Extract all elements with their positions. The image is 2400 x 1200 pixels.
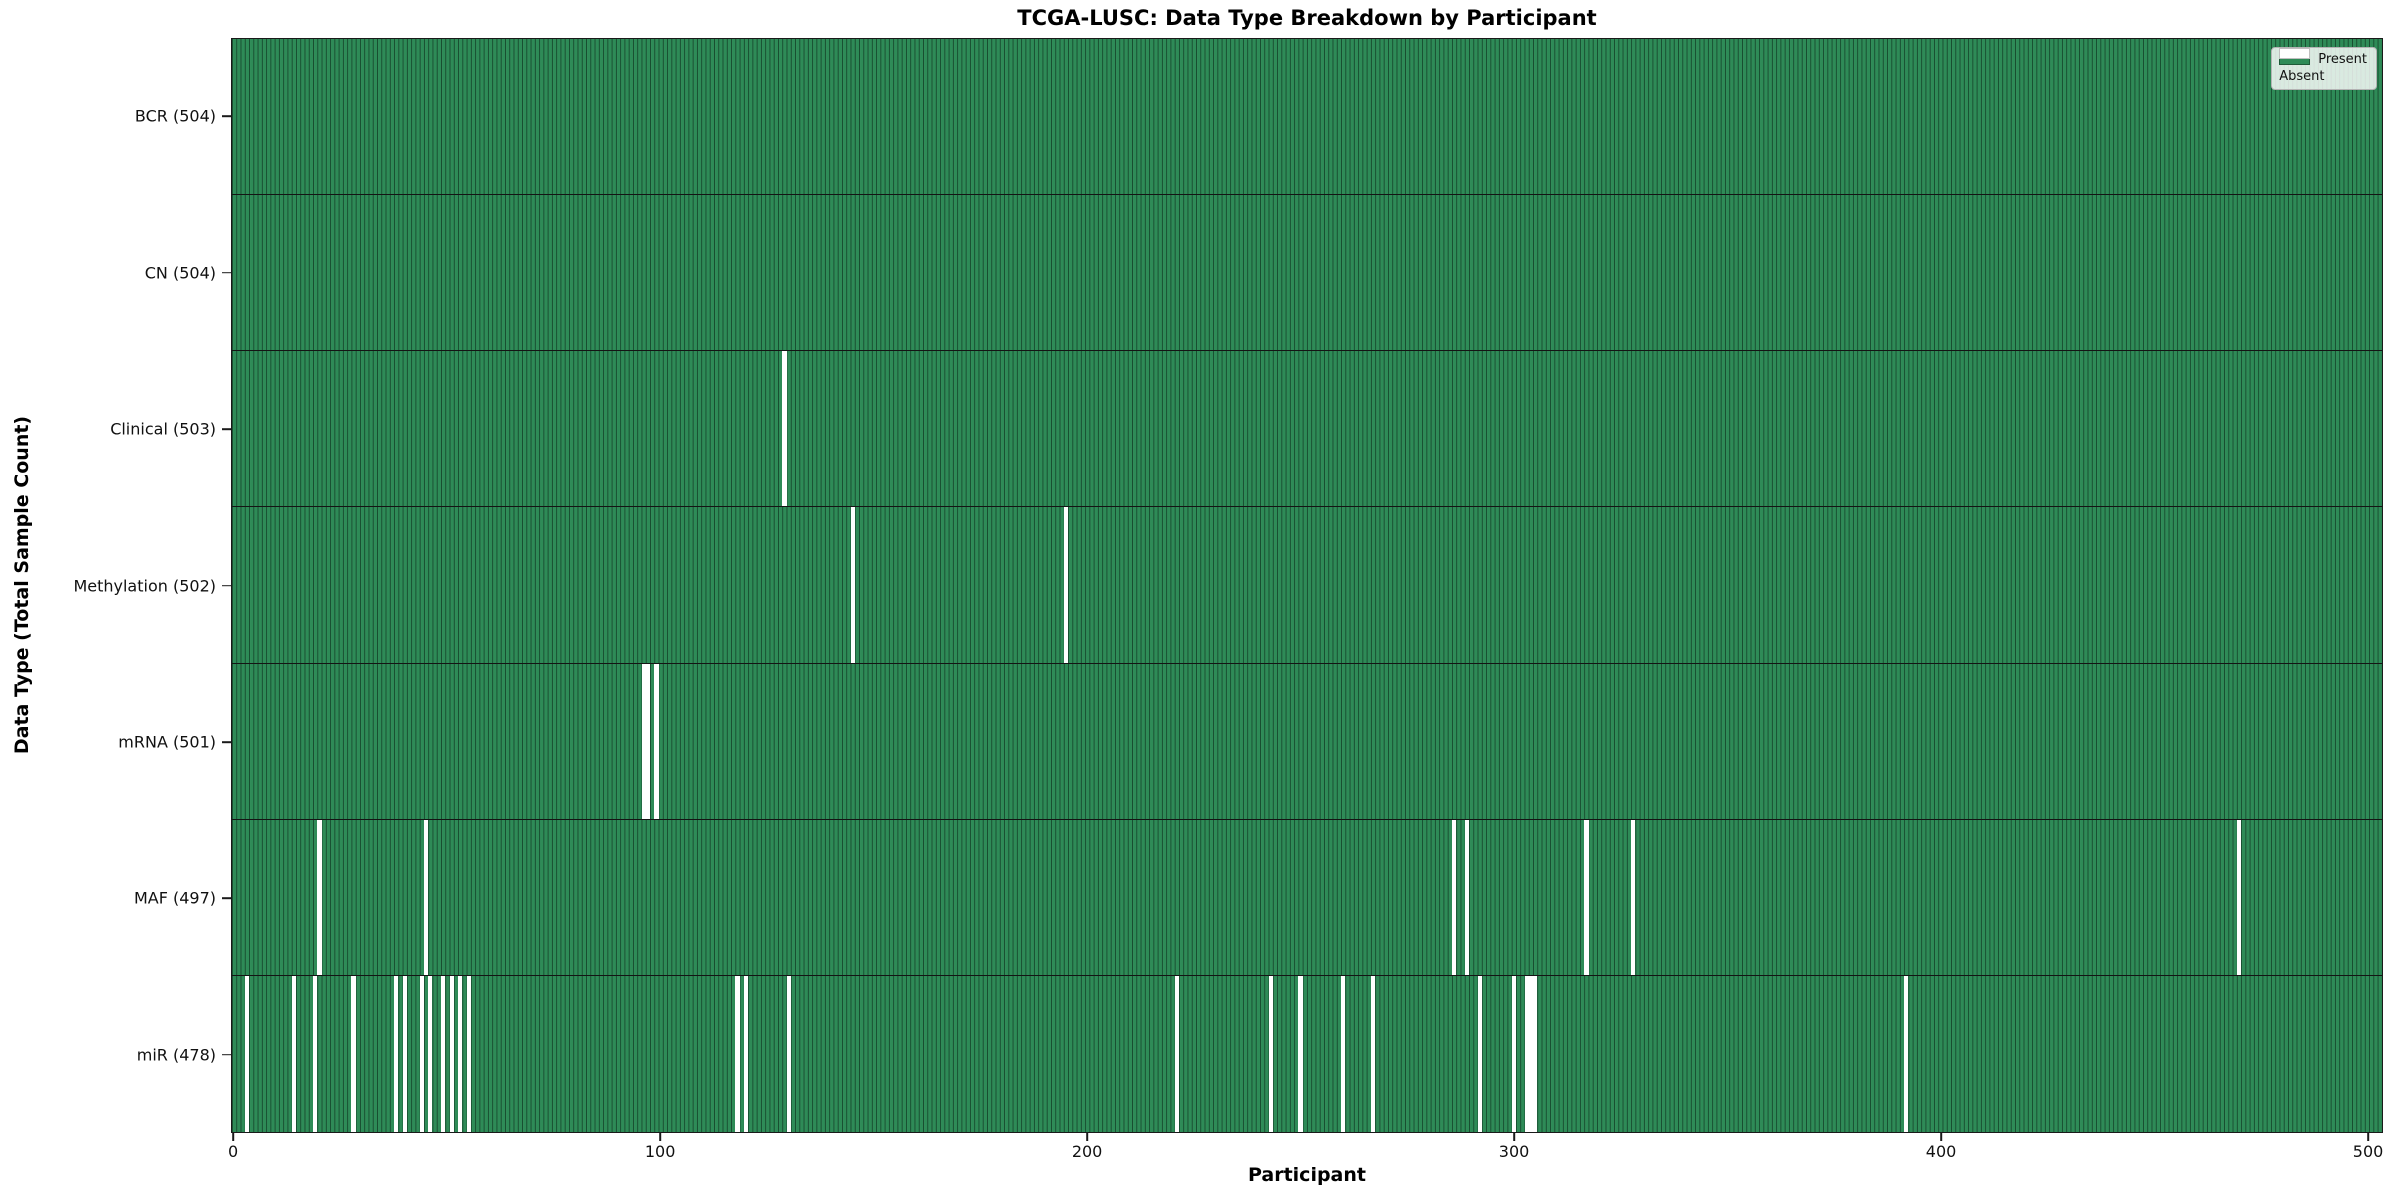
x-tick-label-500: 500 bbox=[2352, 1142, 2384, 1161]
heatmap-row-maf bbox=[232, 819, 2382, 976]
absent-mark-mrna-97 bbox=[645, 663, 651, 819]
x-tick-mark-400 bbox=[1940, 1133, 1942, 1141]
y-tick-mark-methylation bbox=[222, 584, 231, 587]
x-tick-mark-100 bbox=[659, 1133, 661, 1141]
absent-mark-mir-305 bbox=[1533, 975, 1538, 1132]
y-tick-mark-mrna bbox=[222, 741, 231, 743]
x-tick-label-0: 0 bbox=[228, 1142, 239, 1161]
x-tick-mark-500 bbox=[2367, 1133, 2369, 1141]
y-axis-label: Data Type (Total Sample Count) bbox=[11, 415, 33, 755]
y-tick-mark-clinical bbox=[222, 428, 231, 430]
y-tick-mark-mir bbox=[222, 1053, 231, 1056]
y-tick-label-methylation: Methylation (502) bbox=[73, 576, 216, 595]
absent-mark-maf-286 bbox=[1452, 819, 1457, 975]
legend-item-absent: Absent bbox=[2279, 48, 2367, 84]
y-tick-label-cn: CN (504) bbox=[144, 263, 216, 283]
absent-mark-maf-317 bbox=[1584, 819, 1589, 975]
legend-label-present: Present bbox=[2318, 52, 2367, 67]
heatmap-row-mir bbox=[232, 975, 2382, 1132]
heatmap-row-mrna bbox=[232, 663, 2382, 820]
y-tick-label-clinical: Clinical (503) bbox=[110, 419, 216, 439]
heatmap-row-methylation bbox=[232, 507, 2382, 664]
y-tick-mark-maf bbox=[222, 897, 231, 900]
x-tick-mark-200 bbox=[1086, 1133, 1088, 1141]
absent-mark-mir-38 bbox=[394, 975, 399, 1132]
x-tick-mark-300 bbox=[1513, 1133, 1515, 1141]
absent-mark-mir-46 bbox=[428, 975, 433, 1132]
heatmap-row-bcr bbox=[232, 39, 2382, 196]
absent-mark-mir-300 bbox=[1511, 975, 1517, 1132]
absent-mark-mir-130 bbox=[786, 975, 791, 1132]
absent-mark-clinical-129 bbox=[782, 351, 787, 507]
x-tick-label-300: 300 bbox=[1498, 1142, 1530, 1161]
absent-mark-mir-243 bbox=[1268, 975, 1273, 1132]
chart-title: TCGA-LUSC: Data Type Breakdown by Partic… bbox=[1017, 6, 1597, 30]
absent-mark-mir-51 bbox=[449, 975, 454, 1132]
absent-mark-mir-267 bbox=[1370, 975, 1376, 1132]
absent-mark-mir-49 bbox=[441, 975, 446, 1132]
absent-mark-mir-14 bbox=[291, 975, 296, 1132]
heatmap-row-clinical bbox=[232, 351, 2382, 508]
y-tick-label-mrna: mRNA (501) bbox=[118, 732, 216, 752]
absent-mark-mir-221 bbox=[1174, 975, 1180, 1132]
x-tick-label-400: 400 bbox=[1925, 1142, 1957, 1161]
absent-mark-mir-3 bbox=[244, 975, 250, 1132]
absent-mark-mir-40 bbox=[402, 975, 407, 1132]
absent-mark-mir-292 bbox=[1477, 975, 1482, 1132]
x-axis-label: Participant bbox=[1247, 1164, 1366, 1186]
absent-mark-maf-470 bbox=[2236, 819, 2242, 975]
absent-mark-maf-20 bbox=[317, 819, 322, 975]
absent-mark-mir-120 bbox=[743, 975, 749, 1132]
y-tick-label-maf: MAF (497) bbox=[133, 888, 216, 908]
heatmap-row-cn bbox=[232, 195, 2382, 352]
legend: Present Absent bbox=[2271, 47, 2377, 90]
absent-mark-mir-118 bbox=[735, 975, 740, 1132]
y-tick-mark-cn bbox=[222, 271, 231, 274]
x-tick-label-200: 200 bbox=[1071, 1142, 1103, 1161]
absent-mark-maf-289 bbox=[1464, 819, 1470, 975]
x-tick-mark-0 bbox=[232, 1133, 234, 1141]
absent-mark-methylation-195 bbox=[1063, 507, 1069, 663]
absent-mark-mir-53 bbox=[458, 975, 463, 1132]
y-tick-label-mir: miR (478) bbox=[136, 1045, 216, 1065]
legend-label-absent: Absent bbox=[2279, 69, 2325, 84]
absent-mark-mrna-96 bbox=[641, 663, 646, 819]
absent-mark-mir-28 bbox=[351, 975, 356, 1132]
x-tick-label-100: 100 bbox=[644, 1142, 676, 1161]
absent-swatch-icon bbox=[2279, 48, 2311, 59]
absent-mark-mir-19 bbox=[313, 975, 318, 1132]
absent-mark-mir-250 bbox=[1298, 975, 1303, 1132]
absent-mark-mir-303 bbox=[1524, 975, 1529, 1132]
plot-area bbox=[231, 38, 2383, 1133]
absent-mark-mir-304 bbox=[1528, 975, 1534, 1132]
absent-mark-maf-328 bbox=[1631, 819, 1636, 975]
absent-mark-mrna-99 bbox=[654, 663, 659, 819]
absent-mark-mir-392 bbox=[1904, 975, 1909, 1132]
y-tick-label-bcr: BCR (504) bbox=[134, 106, 216, 126]
y-tick-mark-bcr bbox=[222, 115, 231, 117]
absent-mark-mir-55 bbox=[466, 975, 471, 1132]
absent-mark-methylation-145 bbox=[850, 507, 855, 663]
absent-mark-maf-45 bbox=[423, 819, 429, 975]
absent-mark-mir-260 bbox=[1341, 975, 1346, 1132]
absent-mark-mir-44 bbox=[419, 975, 424, 1132]
